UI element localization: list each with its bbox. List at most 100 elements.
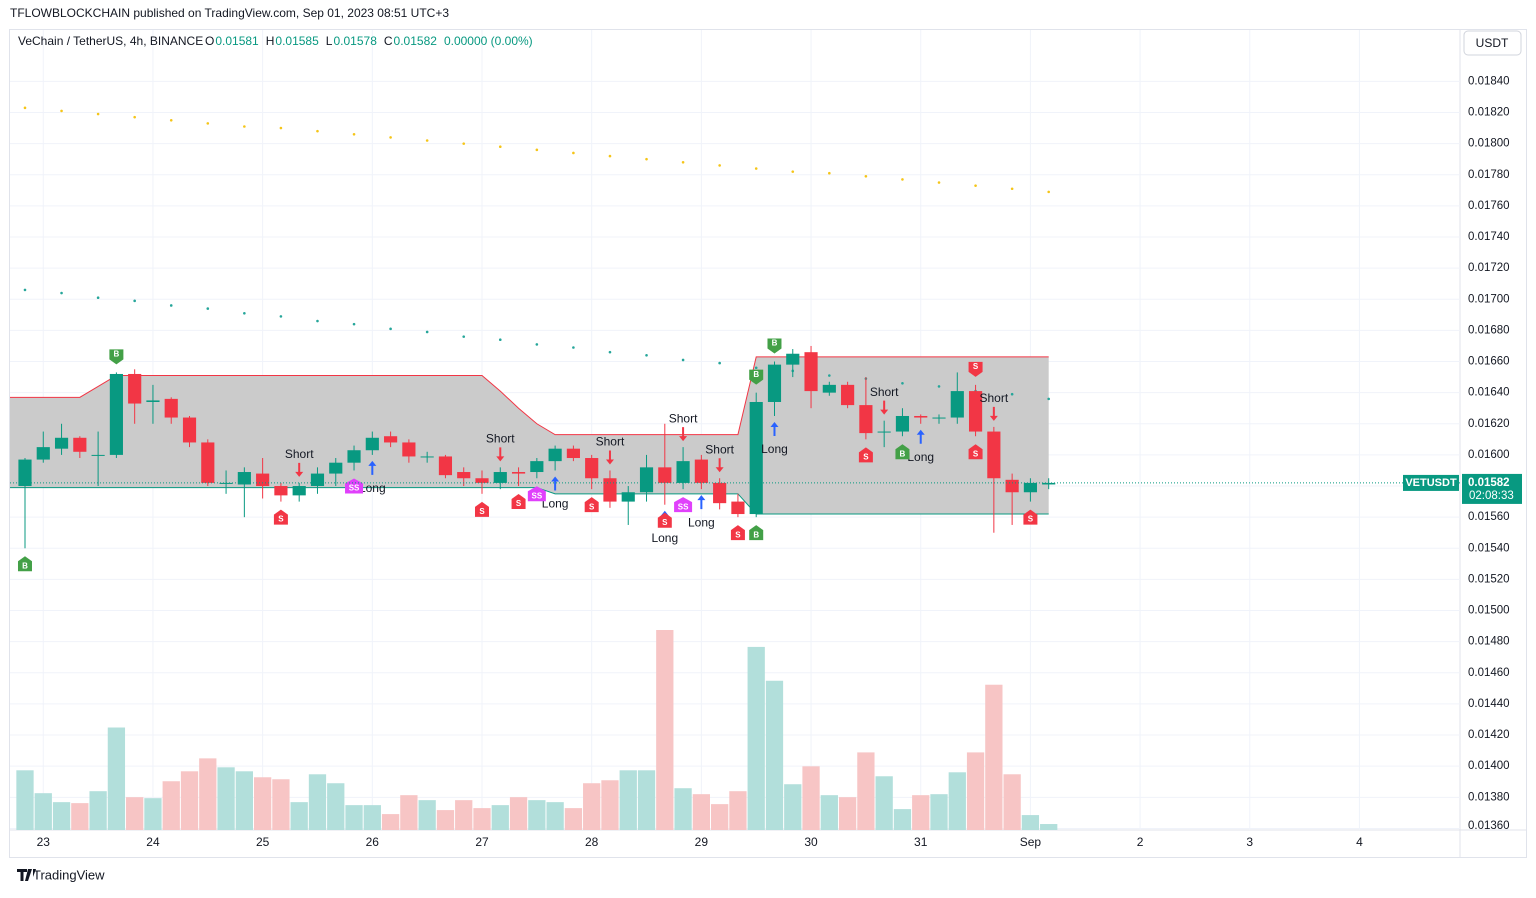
ohlc-label: H (266, 34, 275, 48)
short-arrow (989, 406, 998, 421)
frame (9, 29, 1527, 858)
currency-button[interactable] (1463, 30, 1522, 56)
symbol-tag: VETUSDT (1405, 477, 1457, 489)
long-label: Long (907, 450, 934, 464)
y-tick-label: 0.01680 (1468, 324, 1510, 336)
volume-bar (1040, 824, 1058, 830)
tag-label: B (772, 339, 778, 348)
candle-body (164, 398, 178, 418)
y-tick-label: 0.01480 (1468, 636, 1510, 648)
dot (535, 343, 539, 346)
candle-body (1042, 482, 1056, 485)
long-arrow (916, 429, 925, 444)
range-area (10, 356, 1049, 515)
dot (572, 151, 575, 155)
long-label: Long (761, 442, 788, 456)
dot (645, 353, 648, 357)
volume-bar (820, 795, 838, 830)
volume-bar (473, 808, 491, 830)
y-tick-label: 0.01820 (1468, 107, 1510, 119)
x-tick-label: 28 (585, 835, 599, 849)
short-label: Short (285, 447, 314, 461)
last-price: 0.01582 (1468, 477, 1510, 489)
tag-label: SS (678, 502, 689, 511)
candle-body (932, 417, 946, 419)
volume-bar (436, 810, 455, 830)
dot (133, 115, 136, 119)
tag (749, 369, 764, 385)
y-tick-label: 0.01460 (1468, 667, 1510, 679)
volume-bar (875, 776, 893, 830)
tag-label: B (753, 530, 759, 539)
short-label: Short (669, 411, 698, 425)
candle-body (676, 461, 690, 483)
candle-body (658, 467, 672, 483)
dot (608, 154, 612, 158)
logo (17, 869, 36, 881)
dot (23, 106, 27, 110)
candle-body (457, 472, 471, 479)
volume-bar (966, 752, 985, 830)
candle-body (914, 415, 928, 418)
volume-bar (272, 779, 290, 830)
ohlc-value: 0.01585 (275, 34, 319, 48)
volume-bar (747, 646, 765, 830)
dot (828, 171, 831, 175)
x-tick-label: 29 (695, 835, 709, 849)
y-tick-label: 0.01720 (1468, 262, 1510, 274)
short-label: Short (980, 391, 1009, 405)
volume-bar (290, 802, 308, 830)
tag (657, 512, 672, 528)
tag (730, 525, 745, 541)
candle-body (968, 391, 983, 432)
dot (901, 178, 904, 181)
candle-body (877, 431, 891, 433)
tag (767, 338, 782, 354)
tag-label: B (753, 370, 759, 379)
volume-bar (345, 805, 363, 830)
long-arrow (697, 495, 706, 510)
dot (1010, 392, 1014, 396)
dot (206, 307, 210, 310)
volume-bar (711, 804, 729, 830)
volume-bar (217, 767, 235, 830)
currency-button-label[interactable]: USDT (1476, 36, 1509, 50)
y-tick-label: 0.01700 (1468, 293, 1510, 305)
volume-bar (162, 781, 180, 830)
symbol-tag-bg (1403, 474, 1459, 491)
volume-bar (1021, 815, 1040, 830)
long-label: Long (359, 481, 386, 495)
tag (1023, 509, 1038, 525)
candle-body (548, 448, 562, 462)
candle-body (475, 478, 489, 483)
x-tick-label: 26 (366, 835, 380, 849)
candle-body (365, 437, 379, 451)
volume-bar (656, 630, 674, 830)
tag-label: S (662, 518, 668, 527)
short-label: Short (596, 435, 625, 449)
dot (572, 346, 575, 349)
candle-body (639, 467, 654, 493)
dot (498, 145, 502, 149)
candle-body (73, 437, 87, 452)
y-tick-label: 0.01440 (1468, 698, 1510, 710)
dot (389, 327, 392, 331)
tag-label: S (1028, 515, 1034, 524)
tag (968, 361, 983, 377)
dots (23, 106, 1050, 401)
tag (968, 444, 983, 460)
tag (474, 501, 489, 517)
x-tick-label: Sep (1020, 835, 1042, 849)
y-tick-label: 0.01420 (1468, 729, 1510, 741)
candle-body (585, 458, 599, 479)
ohlc-label: O (205, 34, 214, 48)
dot (169, 304, 173, 307)
dot (243, 311, 246, 315)
y-tick-label: 0.01360 (1468, 820, 1510, 832)
short-arrow (605, 450, 614, 465)
short-arrow (715, 458, 724, 473)
tag-label: S (973, 449, 979, 458)
volume-bar (308, 774, 327, 830)
tag (858, 447, 873, 463)
dot (462, 142, 466, 145)
